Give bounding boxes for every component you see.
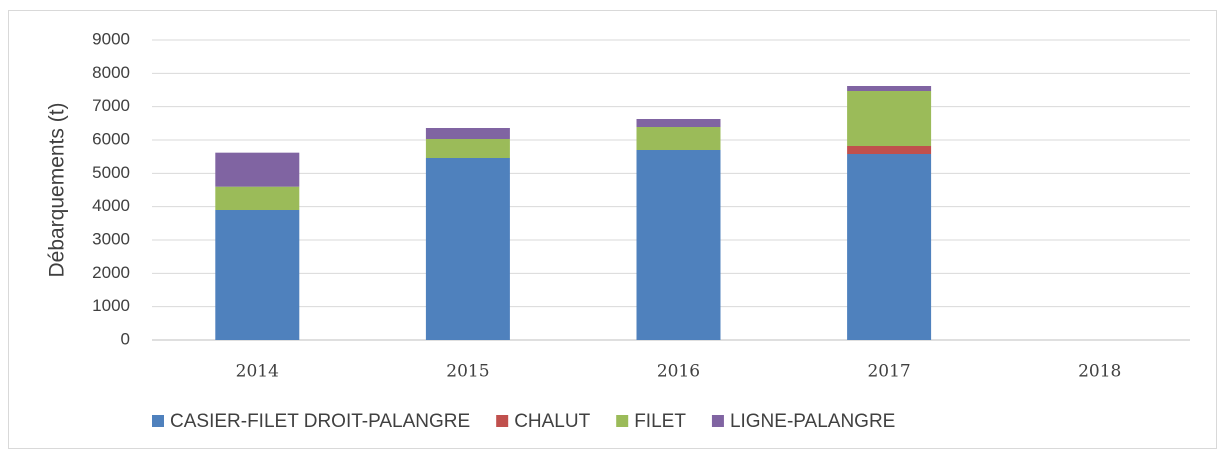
x-tick-label: 2014 <box>236 362 279 382</box>
legend-label: FILET <box>634 411 686 432</box>
y-tick-label: 6000 <box>92 129 130 148</box>
y-tick-label: 2000 <box>92 263 130 282</box>
y-tick-label: 3000 <box>92 229 130 248</box>
legend-swatch <box>152 415 164 427</box>
bar-segment <box>215 186 300 210</box>
bar-segment <box>636 127 721 150</box>
legend-label: LIGNE-PALANGRE <box>730 411 895 432</box>
bar-segment <box>636 150 721 340</box>
legend-label: CASIER-FILET DROIT-PALANGRE <box>170 411 470 432</box>
bar-segment <box>847 86 932 91</box>
legend-swatch <box>496 415 509 427</box>
x-tick-label: 2017 <box>867 362 910 382</box>
legend-swatch <box>616 415 629 427</box>
bar-segment <box>425 128 510 139</box>
y-tick-label: 4000 <box>92 196 130 215</box>
bar-segment <box>425 139 510 158</box>
y-axis-title: Débarquements (t) <box>46 102 69 277</box>
chart-frame <box>8 10 1217 449</box>
x-tick-label: 2016 <box>657 362 700 382</box>
bar-segment <box>425 158 510 340</box>
legend-swatch <box>711 415 724 427</box>
x-tick-label: 2015 <box>446 362 489 382</box>
y-tick-label: 5000 <box>92 163 130 182</box>
bar-segment <box>215 152 300 187</box>
bar-segment <box>215 210 300 340</box>
legend-label: CHALUT <box>514 411 590 432</box>
bar-segment <box>847 146 932 154</box>
bar-segment <box>847 154 932 340</box>
y-tick-label: 1000 <box>92 296 130 315</box>
bar-segment <box>636 119 721 127</box>
y-tick-label: 9000 <box>92 29 130 48</box>
x-tick-label: 2018 <box>1078 362 1121 382</box>
y-tick-label: 0 <box>121 329 130 348</box>
y-tick-label: 7000 <box>92 96 130 115</box>
y-tick-label: 8000 <box>92 63 130 82</box>
bar-segment <box>847 91 932 146</box>
